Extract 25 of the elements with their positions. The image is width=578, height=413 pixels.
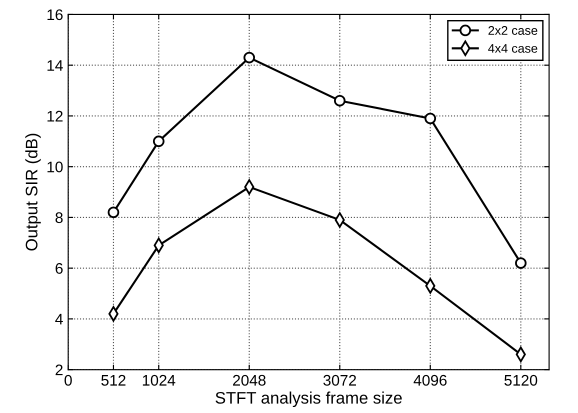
point [152,136,164,148]
y-tick-label: 16 [48,9,63,20]
y-tick-label: 8 [56,212,63,224]
y-tick-label: 2 [56,364,63,376]
x-tick-label: 2048 [233,374,266,386]
point [243,52,256,64]
y-tick-label: 6 [56,263,63,274]
x-tick-label: 5120 [504,374,538,386]
x-tick-label: 1024 [142,374,176,386]
point [515,257,527,269]
y-tick-label: 14 [48,60,63,71]
x-tick-label: 3072 [323,374,356,386]
x-axis-title: STFT analysis frame size [216,392,402,408]
legend-label: 2x2 case [488,26,538,35]
legend-label: 4x4 case [488,44,538,53]
x-tick-label: 512 [101,374,126,386]
point [108,206,120,218]
point [334,94,346,106]
x-tick-label: 0 [64,374,72,386]
y-tick-label: 12 [48,110,63,122]
y-tick-label: 4 [55,314,63,324]
x-tick-label: 4096 [414,374,447,386]
y-tick-label: 10 [48,162,63,172]
y-axis-title: Output SIR (dB) [25,134,41,251]
point [424,112,436,124]
